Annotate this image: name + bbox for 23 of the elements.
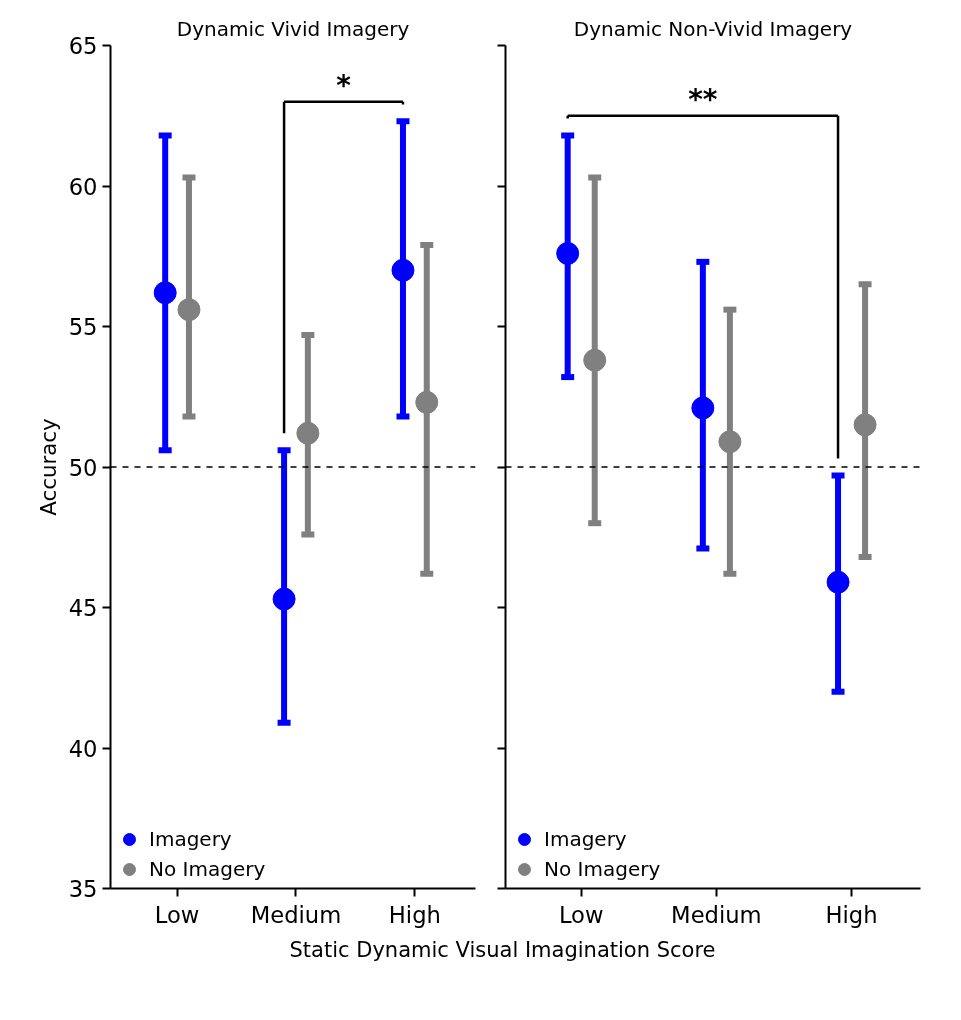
legend-label: Imagery [149, 827, 232, 851]
x-tick-label: Low [154, 901, 200, 928]
y-tick-label: 45 [68, 595, 98, 621]
x-tick-label: High [388, 901, 441, 928]
legend-label: No Imagery [149, 857, 266, 881]
legend-label: Imagery [544, 827, 627, 851]
y-tick-label: 35 [68, 876, 98, 902]
legend-label: No Imagery [544, 857, 661, 881]
chart-title: Dynamic Non-Vivid Imagery [573, 16, 853, 41]
annotation: * [336, 68, 352, 102]
x-tick-label: Medium [671, 901, 762, 928]
y-axis-title: Accuracy [35, 418, 61, 516]
y-tick-label: 50 [68, 454, 98, 481]
chart-title: Dynamic Vivid Imagery [176, 16, 410, 41]
x-axis-title: Static Dynamic Visual Imagination Score [289, 937, 716, 964]
y-tick-label: 65 [68, 33, 98, 59]
annotation: ** [688, 82, 718, 116]
y-tick-label: 55 [68, 314, 98, 340]
y-tick-label: 40 [68, 735, 98, 762]
x-tick-label: Medium [250, 901, 342, 928]
x-tick-label: High [825, 901, 878, 928]
y-tick-label: 60 [68, 173, 98, 200]
x-tick-label: Low [558, 901, 604, 928]
